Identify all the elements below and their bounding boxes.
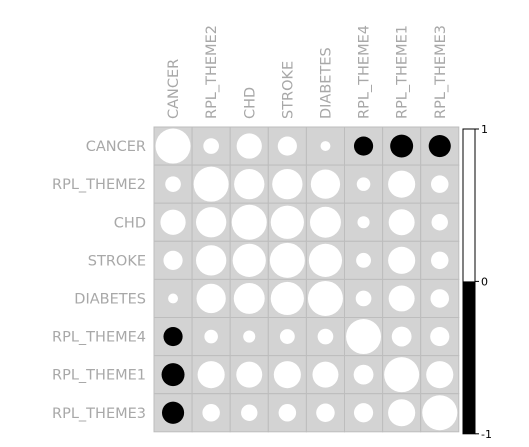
correlation-circle: [233, 282, 265, 314]
correlation-circle: [422, 395, 458, 431]
circles-layer: [155, 128, 458, 431]
correlation-circle: [316, 403, 335, 423]
correlation-circle: [356, 252, 371, 268]
column-labels-layer: CANCER RPL_THEME2 CHD STROKE DIABETES RPL_THE…: [166, 25, 449, 119]
correlation-circle: [202, 404, 220, 422]
correlation-circle: [357, 216, 370, 229]
correlation-circle: [236, 133, 262, 159]
correlation-circle: [197, 361, 225, 389]
correlation-circle: [160, 209, 186, 235]
correlation-circle: [430, 326, 450, 347]
matrix-cell: [344, 202, 384, 242]
colorbar-tick-label: 0: [481, 275, 488, 288]
correlation-circle: [195, 245, 227, 276]
correlation-circle: [155, 128, 191, 164]
correlation-circle: [390, 134, 414, 158]
correlation-circle: [346, 319, 382, 355]
column-label: RPL_THEME4: [357, 25, 373, 119]
matrix-cell: [420, 126, 460, 166]
correlation-circle: [161, 401, 185, 424]
row-label: RPL_THEME3: [52, 406, 146, 422]
colorbar-tick-label: 1: [481, 123, 488, 136]
correlation-circle: [231, 204, 267, 240]
correlation-circle: [320, 141, 331, 151]
correlation-circle: [269, 242, 305, 278]
correlation-circle: [165, 176, 181, 192]
column-label: RPL_THEME1: [395, 25, 411, 119]
column-label: STROKE: [280, 61, 296, 119]
row-label: DIABETES: [74, 291, 146, 307]
correlation-circle: [317, 328, 334, 345]
correlation-circle: [431, 175, 449, 193]
correlation-circle: [431, 214, 448, 231]
correlation-circle: [353, 136, 374, 156]
correlation-circle: [232, 243, 266, 277]
correlation-circle: [388, 170, 416, 198]
correlation-circle: [426, 361, 454, 389]
correlation-circle: [353, 364, 374, 385]
correlation-circle: [312, 361, 339, 388]
correlation-circle: [161, 363, 185, 387]
correlation-circle: [270, 205, 304, 239]
correlation-circle: [388, 209, 415, 236]
correlation-circle: [279, 329, 295, 344]
column-label: CANCER: [166, 59, 182, 119]
correlation-circle: [203, 138, 219, 154]
correlation-circle: [195, 207, 227, 238]
correlation-circle: [243, 330, 256, 343]
row-label: CHD: [114, 215, 146, 231]
correlation-circle: [431, 251, 449, 270]
correlation-circle: [355, 290, 372, 307]
correlation-circle: [278, 404, 297, 422]
correlation-circle: [270, 281, 304, 316]
correlation-circle: [236, 361, 263, 388]
colorbar-positive: [463, 129, 475, 282]
column-label: RPL_THEME2: [204, 25, 220, 119]
correlation-circle: [163, 326, 183, 347]
row-label: CANCER: [86, 139, 146, 155]
correlation-circle: [204, 329, 218, 344]
row-label: RPL_THEME4: [52, 330, 146, 346]
correlation-circle: [388, 246, 416, 274]
correlation-circle: [277, 136, 297, 156]
correlation-circle: [308, 243, 343, 277]
correlation-circle: [309, 206, 341, 238]
row-label: RPL_THEME2: [52, 177, 146, 193]
correlation-circle: [234, 168, 265, 200]
correlation-circle: [272, 168, 303, 200]
correlation-circle: [273, 361, 301, 389]
column-label: RPL_THEME3: [433, 25, 449, 119]
matrix-cell: [344, 164, 384, 204]
correlation-circle: [428, 134, 451, 158]
column-label: CHD: [242, 87, 258, 119]
correlation-circle: [391, 326, 412, 347]
correlation-circle: [310, 169, 341, 199]
correlation-circle: [430, 289, 450, 308]
row-label: RPL_THEME1: [52, 368, 146, 384]
correlation-circle: [384, 357, 420, 393]
correlation-circle: [241, 404, 258, 421]
row-labels-layer: CANCER RPL_THEME2 CHD STROKE DIABETES RPL_THE…: [52, 139, 146, 422]
correlation-circle: [168, 293, 178, 304]
correlation-circle: [193, 166, 229, 202]
column-label: DIABETES: [318, 47, 334, 119]
colorbar: 1 0 -1: [462, 123, 492, 441]
correlation-circle: [353, 403, 374, 423]
colorbar-tick-label: -1: [481, 428, 492, 441]
correlation-circle: [356, 177, 371, 191]
colorbar-negative: [463, 281, 475, 434]
correlation-circle: [388, 285, 415, 312]
correlation-circle: [196, 283, 226, 314]
correlation-circle: [307, 280, 343, 316]
row-label: STROKE: [88, 253, 146, 269]
correlation-circle: [388, 399, 416, 427]
correlation-circle: [163, 250, 183, 270]
